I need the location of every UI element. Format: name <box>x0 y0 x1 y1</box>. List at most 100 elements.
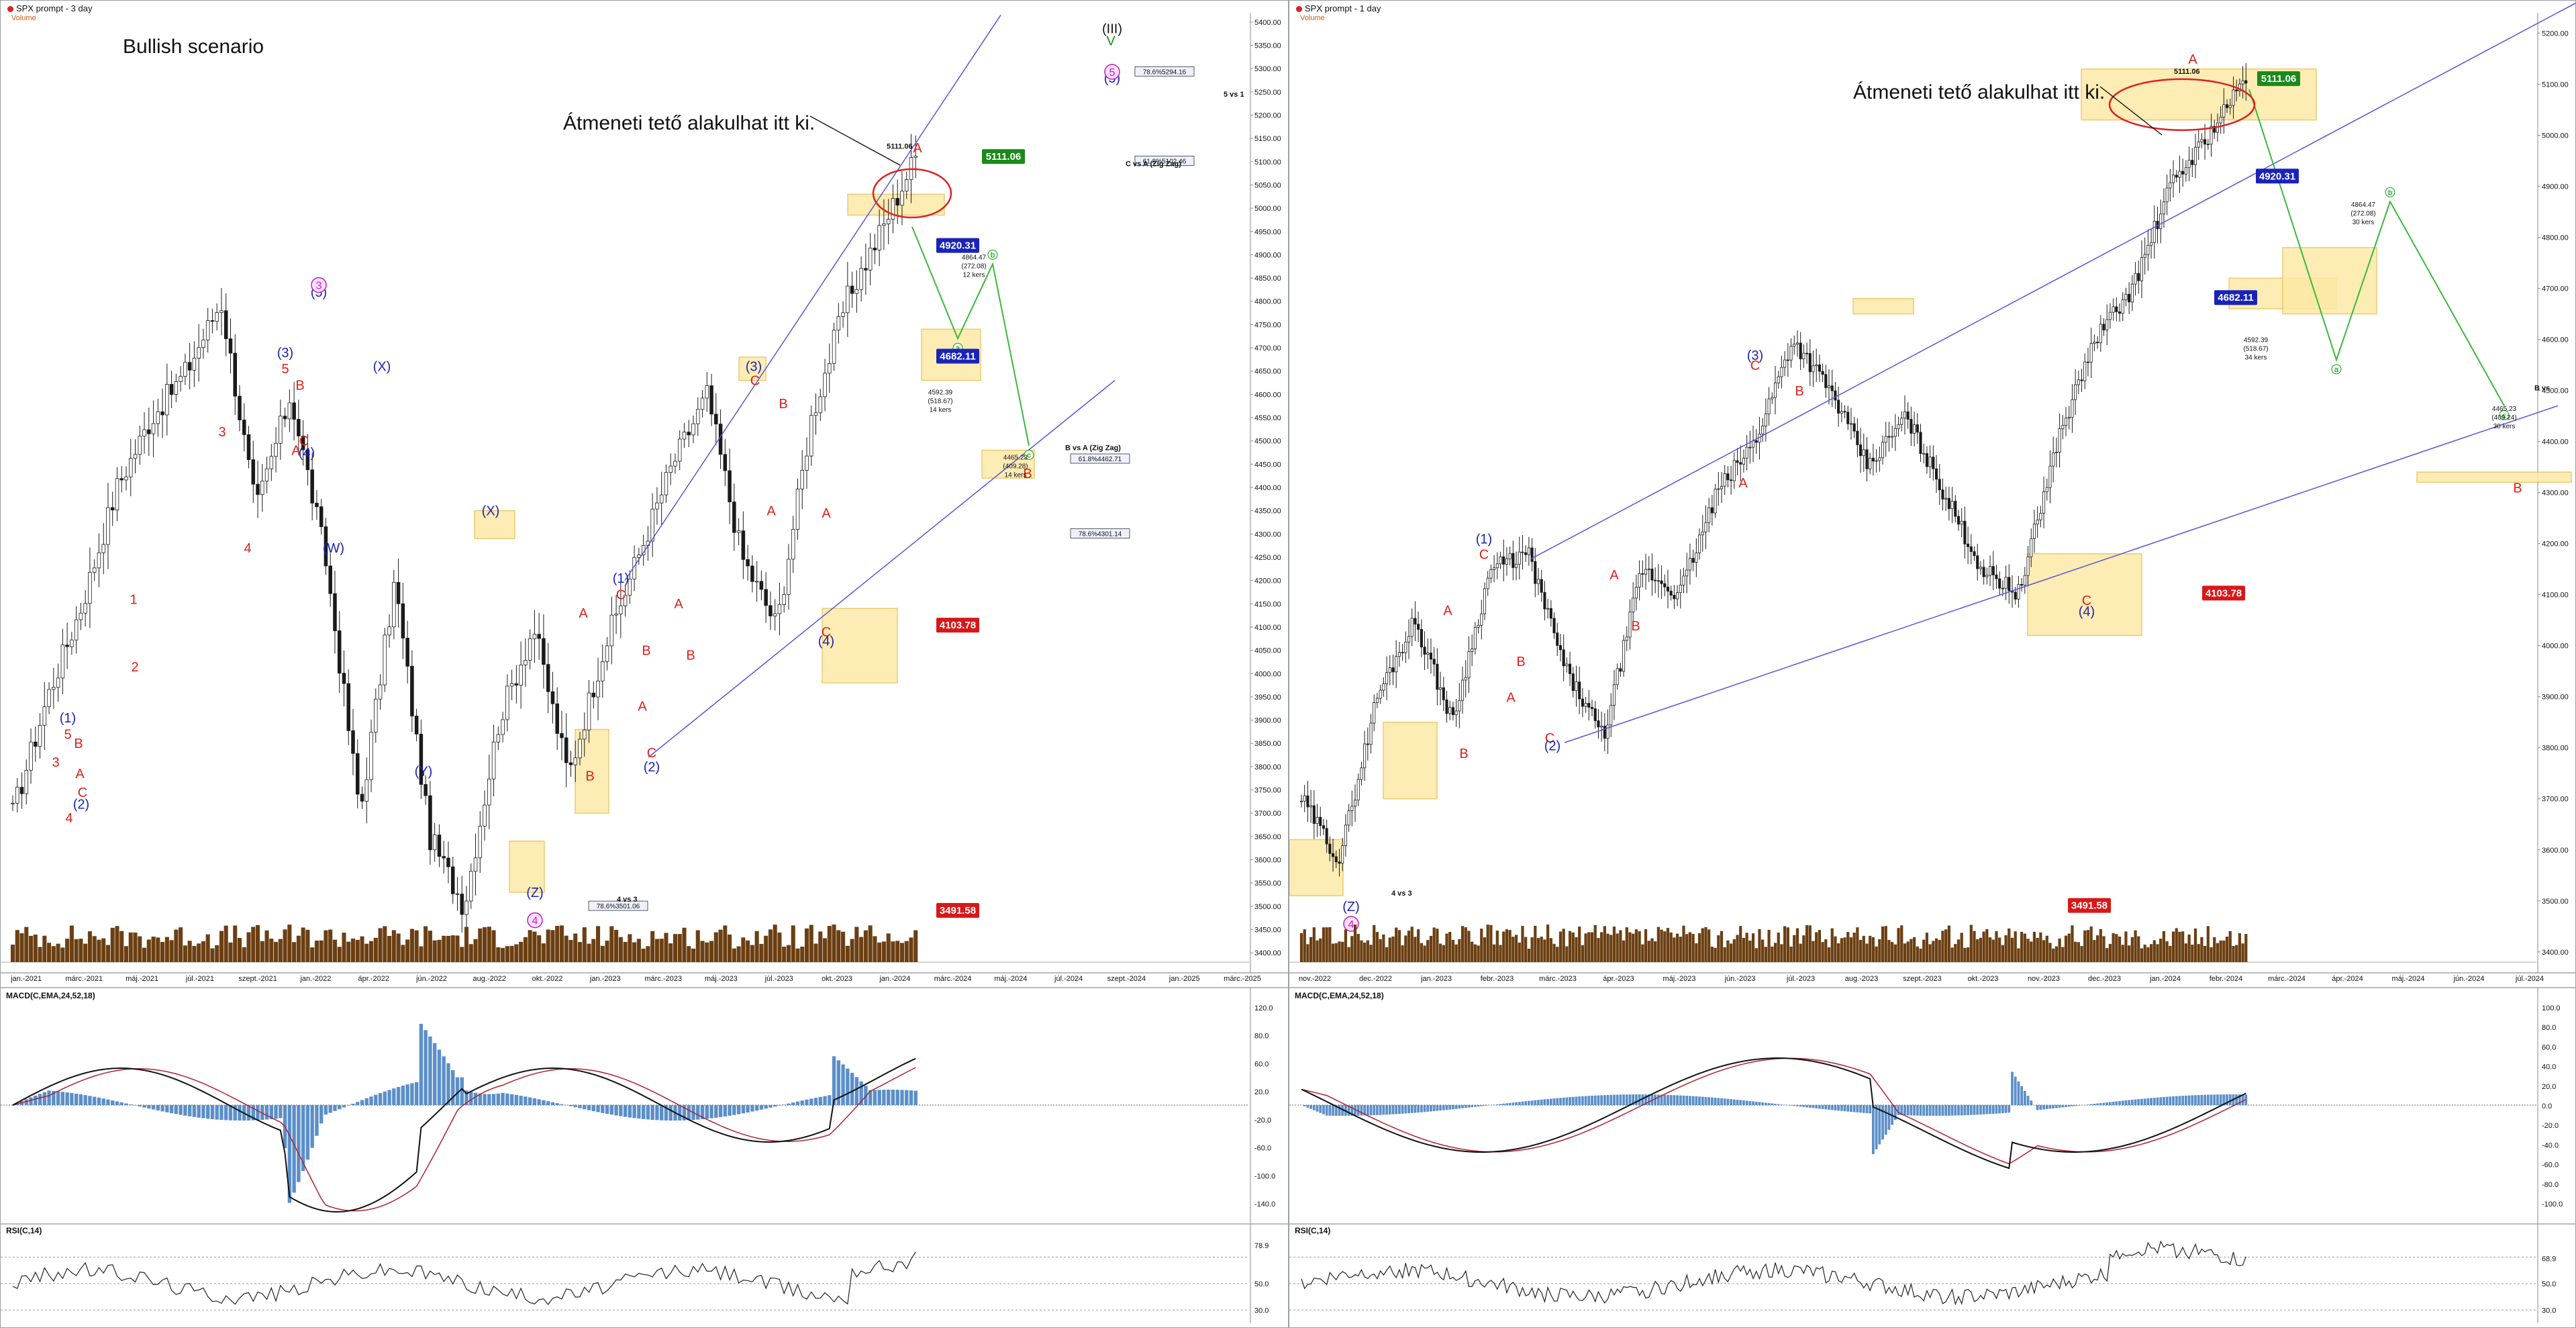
candle-body <box>1913 424 1916 434</box>
volume-bar <box>2099 929 2102 962</box>
macd-hist-bar <box>2241 1094 2244 1105</box>
macd-hist-bar <box>496 1093 501 1105</box>
candle-body <box>274 442 278 457</box>
candle-body <box>1363 743 1367 769</box>
macd-hist-bar <box>528 1097 532 1105</box>
wave-circle-label: b <box>2388 189 2392 197</box>
macd-hist-bar <box>1502 1103 1505 1105</box>
macd-hist-bar <box>1689 1096 1691 1105</box>
volume-bar <box>1536 937 1540 962</box>
candle-body <box>151 423 156 434</box>
candle-body <box>1512 553 1515 568</box>
volume-bar <box>1442 945 1445 962</box>
macd-hist-bar <box>1543 1099 1546 1105</box>
macd-hist-bar <box>205 1105 210 1119</box>
volume-bar <box>1773 943 1777 962</box>
candle-body <box>2143 254 2146 258</box>
macd-hist-bar <box>591 1105 595 1112</box>
volume-bar <box>2124 931 2128 962</box>
price-badge <box>936 348 979 364</box>
wave-label: C <box>1479 547 1489 562</box>
wave-label: A <box>1609 568 1619 583</box>
volume-bar <box>324 930 328 962</box>
macd-hist-bar <box>1985 1105 1989 1114</box>
volume-bar <box>1891 942 1894 962</box>
macd-hist-bar <box>2213 1094 2216 1105</box>
candle-body <box>1366 743 1369 745</box>
time-tick-label: márc.-2021 <box>65 975 103 983</box>
volume-bar <box>1720 931 1724 962</box>
volume-bar <box>1789 946 1793 962</box>
volume-bar <box>1322 927 1326 962</box>
candle-body <box>79 612 83 620</box>
wave-label: A <box>674 597 683 612</box>
volume-bar <box>741 937 746 962</box>
candle-body <box>2096 342 2099 343</box>
volume-bar <box>1771 946 1774 962</box>
macd-hist-bar <box>846 1068 850 1105</box>
candle-body <box>846 285 850 314</box>
time-tick-label: okt.-2022 <box>532 975 563 983</box>
volume-bar <box>38 947 42 962</box>
volume-bar <box>682 927 687 962</box>
volume-bar <box>1887 939 1891 962</box>
price-badge <box>2202 585 2245 601</box>
candle-body <box>301 436 305 450</box>
macd-hist-bar <box>1903 1105 1906 1116</box>
chart-svg-right[interactable]: 5200.005100.005000.004900.004800.004700.… <box>1289 1 2576 1328</box>
volume-bar <box>1950 947 1954 962</box>
volume-bar <box>1395 927 1398 962</box>
candle-body <box>2115 306 2118 312</box>
macd-hist-bar <box>623 1105 628 1117</box>
price-tick-label: 4200.00 <box>2542 540 2569 549</box>
volume-bar <box>2184 943 2187 962</box>
macd-hist-bar <box>351 1103 355 1105</box>
candle-body <box>315 502 319 508</box>
macd-hist-bar <box>818 1096 822 1105</box>
wave-label: (2) <box>73 797 89 812</box>
macd-hist-bar <box>2087 1104 2089 1105</box>
time-tick-label: jan.-2021 <box>10 975 42 983</box>
candle-body <box>2064 418 2068 426</box>
candle-body <box>128 458 133 477</box>
macd-hist-bar <box>1732 1099 1736 1105</box>
macd-hist-bar <box>1815 1105 1818 1108</box>
macd-hist-bar <box>746 1105 750 1112</box>
candle-body <box>1714 489 1717 514</box>
volume-bar <box>405 939 410 962</box>
candle-body <box>1410 618 1414 637</box>
volume-bar <box>673 934 678 962</box>
candle-body <box>1486 577 1489 589</box>
wave-label: V <box>1106 34 1116 49</box>
callout-text: Átmeneti tető alakulhat itt ki. <box>563 112 815 134</box>
candle-body <box>269 456 274 469</box>
candle-body <box>609 614 614 647</box>
macd-hist-bar <box>1369 1105 1373 1116</box>
volume-bar <box>65 939 70 962</box>
macd-hist-bar <box>514 1094 519 1105</box>
fib-box-label: 61.8%5102.46 <box>1143 158 1187 165</box>
candle-body <box>619 606 623 614</box>
macd-hist-bar <box>2109 1102 2112 1105</box>
volume-bar <box>1910 939 1913 962</box>
candle-body <box>1597 720 1600 728</box>
macd-hist-bar <box>2178 1096 2181 1105</box>
candle-body <box>2193 146 2197 165</box>
macd-hist-bar <box>1685 1096 1689 1105</box>
macd-hist-bar <box>119 1102 123 1105</box>
volume-bar <box>1590 932 1594 962</box>
macd-tick-label: 20.0 <box>2542 1083 2556 1091</box>
wave-label: (Y) <box>415 765 433 779</box>
macd-hist-bar <box>1736 1100 1739 1105</box>
chart-svg-left[interactable]: 5400.005350.005300.005250.005200.005150.… <box>1 1 1289 1328</box>
candle-body <box>1316 816 1319 824</box>
volume-bar <box>1998 937 2001 962</box>
candle-body <box>537 634 541 639</box>
volume-bar <box>1338 941 1341 962</box>
volume-bar <box>1319 938 1322 962</box>
volume-bar <box>1312 927 1316 962</box>
macd-hist-bar <box>124 1103 128 1105</box>
macd-hist-bar <box>1818 1105 1821 1109</box>
macd-hist-bar <box>1430 1105 1432 1112</box>
volume-bar <box>255 924 260 962</box>
